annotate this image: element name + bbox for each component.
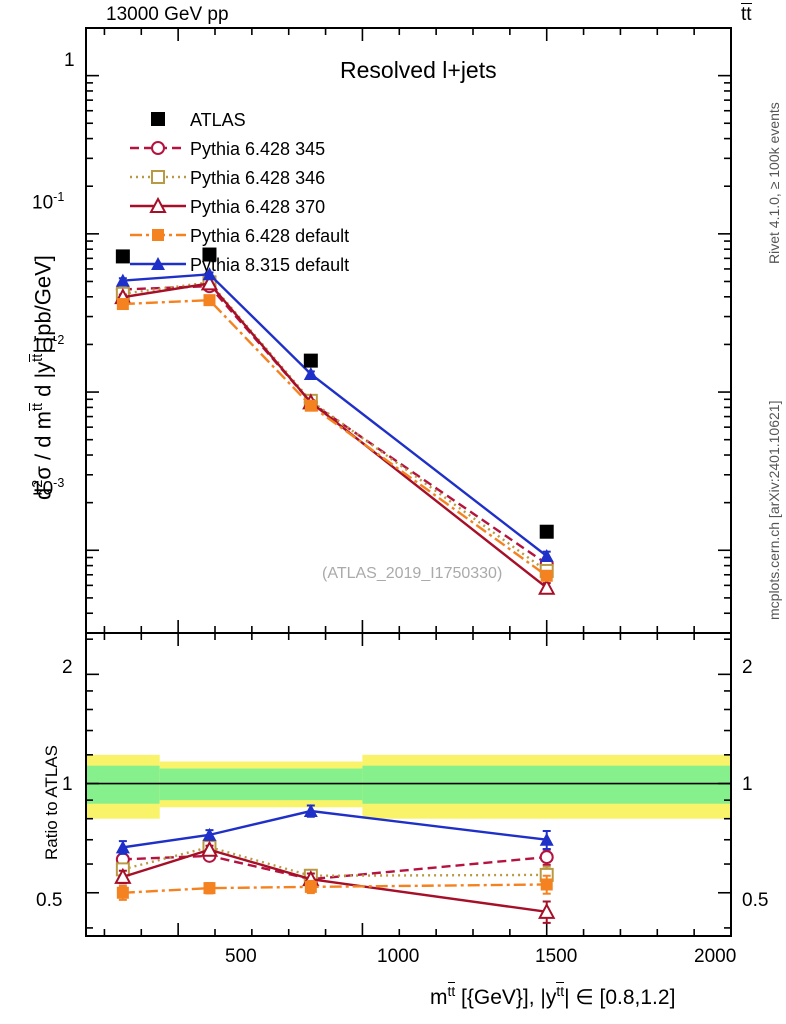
legend-marker-keys <box>130 112 186 270</box>
legend-item-py6def[interactable]: Pythia 6.428 default <box>190 226 350 246</box>
main-ytick-1e-2-mantissa: 10 <box>32 335 54 357</box>
xtick-500: 500 <box>225 946 257 967</box>
main-ytick-1e-3: 10-3 <box>32 476 64 500</box>
ratio-panel-series <box>114 804 556 924</box>
main-ytick-1e-2-exp: -2 <box>53 333 65 347</box>
process-label: tt <box>741 3 752 26</box>
ratio-uncertainty-bands <box>86 754 731 819</box>
process-t-glyph: t <box>741 3 747 25</box>
main-panel-title: Resolved l+jets <box>340 57 497 83</box>
xlabel-m: m <box>430 986 448 1009</box>
ratio-ytick-05-left: 0.5 <box>36 890 63 911</box>
ratio-ytick-1-right: 1 <box>742 774 753 795</box>
ratio-ytick-2-left: 2 <box>62 657 73 678</box>
xlabel-sup-tt-1: tt <box>447 982 456 999</box>
ratio-ytick-1-left: 1 <box>62 774 73 795</box>
beam-label: 13000 GeV pp <box>106 4 229 25</box>
main-ytick-1e0-mantissa: 1 <box>64 50 75 71</box>
main-panel-series <box>114 247 556 595</box>
xtick-1500: 1500 <box>535 946 578 967</box>
legend-item-py345[interactable]: Pythia 6.428 345 <box>190 139 326 159</box>
main-ytick-1e-2: 10-2 <box>32 333 64 357</box>
main-ytick-1e-1: 10-1 <box>32 190 64 214</box>
ratio-ytick-05-right: 0.5 <box>742 890 769 911</box>
axis-frames <box>85 27 732 937</box>
legend-item-atlas[interactable]: ATLAS <box>190 110 246 130</box>
main-ytick-1e0: 1 <box>64 50 75 72</box>
xtick-1000: 1000 <box>377 946 420 967</box>
axis-ticks <box>86 27 732 936</box>
process-tbar-glyph: t <box>746 3 752 25</box>
main-ytick-1e-1-exp: -1 <box>53 190 65 204</box>
xlabel-sup-tt-2: tt <box>556 982 565 999</box>
analysis-watermark: (ATLAS_2019_I1750330) <box>322 565 503 582</box>
legend-item-py370[interactable]: Pythia 6.428 370 <box>190 197 326 217</box>
legend-item-py8def[interactable]: Pythia 8.315 default <box>190 255 350 275</box>
x-axis-label: mtt [{GeV}], |ytt| ∈ [0.8,1.2] <box>430 982 676 1010</box>
ratio-ytick-2-right: 2 <box>742 657 753 678</box>
legend-item-py346[interactable]: Pythia 6.428 346 <box>190 168 326 188</box>
xtick-2000: 2000 <box>694 946 737 967</box>
main-ytick-1e-1-mantissa: 10 <box>32 192 54 214</box>
main-ytick-1e-3-mantissa: 10 <box>32 478 54 500</box>
xlabel-mid: [{GeV}], |y <box>455 986 557 1009</box>
xlabel-end: | ∈ [0.8,1.2] <box>564 986 676 1009</box>
main-ytick-1e-3-exp: -3 <box>53 476 65 490</box>
